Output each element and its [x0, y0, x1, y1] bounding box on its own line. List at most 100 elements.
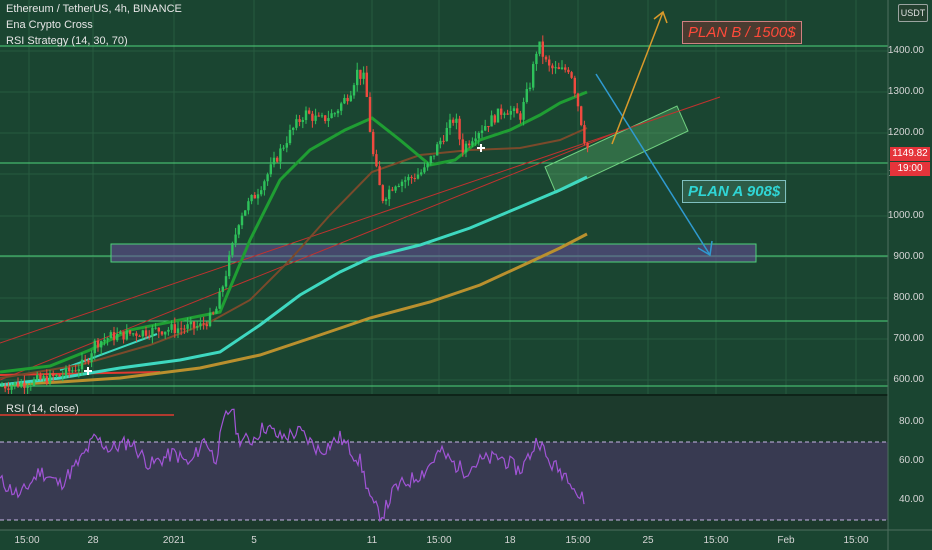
- price-label: 1200.00: [887, 127, 924, 138]
- candle-body: [580, 106, 583, 126]
- time-label: 11: [366, 535, 378, 546]
- candle-body: [429, 156, 432, 163]
- plan-a-label[interactable]: PLAN A 908$: [682, 180, 787, 203]
- candle-body: [445, 127, 448, 142]
- candle-body: [26, 386, 29, 389]
- candle-body: [464, 143, 468, 153]
- candle-body: [154, 327, 157, 329]
- candle-body: [538, 41, 541, 54]
- rsi-axis-label: 80.00: [898, 416, 924, 427]
- price-label: 700.00: [893, 333, 924, 344]
- candle-body: [506, 113, 509, 115]
- candle-body: [256, 194, 260, 199]
- candle-body: [576, 93, 580, 107]
- candle-body: [183, 328, 186, 330]
- candle-body: [343, 97, 346, 104]
- candle-body: [279, 148, 282, 162]
- currency-badge[interactable]: USDT: [898, 4, 928, 22]
- candle-body: [500, 108, 503, 115]
- candle-body: [148, 335, 151, 337]
- candle-body: [96, 340, 100, 348]
- candle-body: [138, 335, 141, 337]
- candle-body: [416, 174, 420, 179]
- candle-body: [141, 330, 144, 337]
- candle-body: [391, 189, 394, 191]
- candle-body: [202, 323, 205, 325]
- candle-body: [80, 359, 84, 370]
- candle-body: [410, 176, 413, 179]
- candle-body: [490, 115, 493, 127]
- candle-body: [346, 97, 349, 102]
- candle-body: [247, 201, 250, 211]
- candle-body: [39, 374, 42, 380]
- candle-body: [452, 119, 455, 123]
- candle-body: [461, 139, 464, 153]
- time-label: 28: [87, 535, 99, 546]
- candle-body: [384, 199, 388, 201]
- candle-body: [285, 143, 288, 148]
- candle-body: [164, 331, 167, 335]
- candle-body: [525, 89, 528, 102]
- candle-body: [413, 178, 416, 180]
- candle-body: [292, 127, 295, 130]
- candle-body: [432, 155, 436, 157]
- candle-body: [480, 130, 484, 134]
- candle-body: [189, 321, 192, 325]
- candle-body: [192, 321, 196, 328]
- ema-200-line: [0, 232, 588, 387]
- candle-body: [176, 328, 180, 333]
- rsi-title[interactable]: RSI (14, close): [6, 403, 79, 415]
- candle-body: [61, 375, 64, 377]
- candle-body: [484, 126, 487, 131]
- price-label: 1000.00: [887, 210, 924, 221]
- candle-body: [496, 108, 500, 123]
- candle-body: [474, 138, 477, 142]
- candle-body: [7, 388, 10, 390]
- candle-body: [224, 276, 228, 287]
- candle-body: [567, 69, 570, 73]
- rsi-band: [0, 442, 888, 520]
- candle-body: [573, 77, 576, 94]
- candle-body: [394, 186, 397, 191]
- candle-body: [221, 286, 224, 292]
- candle-body: [295, 119, 298, 128]
- rsi-line: [0, 408, 585, 523]
- time-label: 18: [504, 535, 516, 546]
- candle-body: [324, 115, 327, 122]
- indicator-rsi-strategy-label[interactable]: RSI Strategy (14, 30, 70): [6, 35, 128, 47]
- candle-body: [468, 143, 471, 146]
- candle-body: [276, 157, 279, 162]
- candle-body: [52, 373, 55, 377]
- candle-body: [333, 113, 336, 115]
- candle-body: [535, 53, 538, 65]
- candle-body: [570, 72, 573, 78]
- candle-body: [375, 154, 378, 167]
- candle-body: [554, 67, 557, 69]
- candle-body: [311, 113, 314, 121]
- candle-body: [544, 56, 548, 60]
- candle-body: [327, 118, 330, 122]
- candle-body: [365, 72, 368, 97]
- candle-body: [84, 359, 87, 361]
- candle-body: [119, 331, 122, 334]
- candle-body: [455, 118, 458, 123]
- candle-body: [493, 115, 496, 123]
- candle-body: [10, 385, 13, 390]
- plan-b-label[interactable]: PLAN B / 1500$: [682, 21, 802, 44]
- price-label: 600.00: [893, 374, 924, 385]
- candle-body: [157, 327, 160, 332]
- candle-body: [48, 373, 52, 384]
- ema-fast-line: [0, 90, 588, 374]
- candle-body: [349, 95, 352, 102]
- trend-line-lower: [0, 130, 621, 381]
- candle-body: [519, 113, 522, 120]
- candle-body: [439, 140, 442, 145]
- ema-slow-line: [0, 175, 588, 387]
- candle-body: [557, 67, 560, 70]
- candle-body: [266, 174, 269, 182]
- indicator-ena-label[interactable]: Ena Crypto Cross: [6, 19, 93, 31]
- candle-body: [93, 340, 96, 354]
- candle-body: [244, 210, 247, 216]
- candle-body: [487, 126, 490, 128]
